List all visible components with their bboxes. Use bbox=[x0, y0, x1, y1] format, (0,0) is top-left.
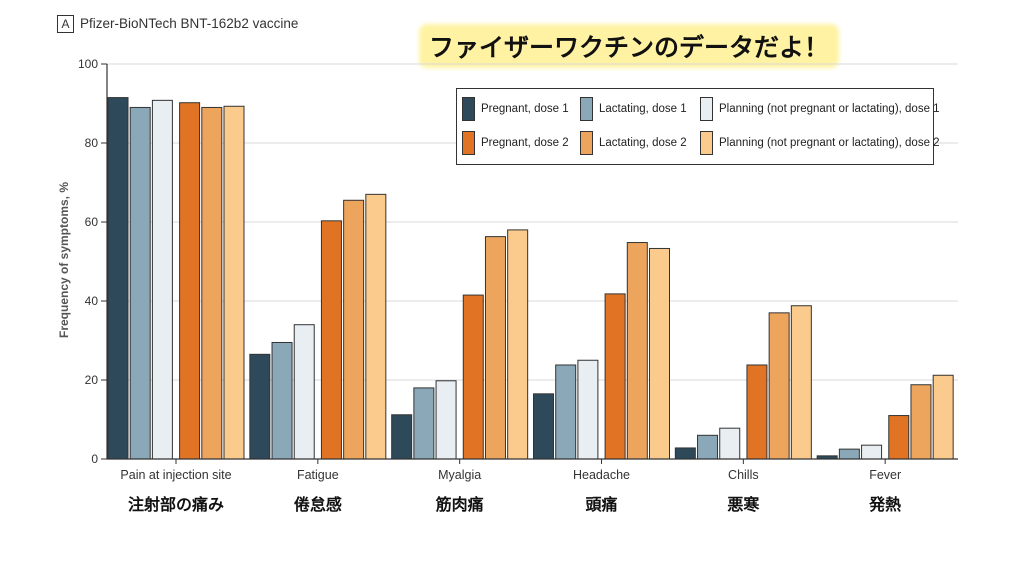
legend-swatch bbox=[700, 131, 713, 155]
x-tick-label: Fever bbox=[869, 468, 901, 482]
y-tick-label: 80 bbox=[85, 136, 99, 150]
legend-label: Pregnant, dose 2 bbox=[481, 137, 569, 149]
bar bbox=[151, 99, 173, 460]
bar bbox=[838, 448, 860, 460]
x-tick-label: Fatigue bbox=[297, 468, 339, 482]
x-tick-label-ja: 倦怠感 bbox=[294, 495, 342, 514]
legend-swatch bbox=[462, 97, 475, 121]
legend-swatch bbox=[580, 131, 593, 155]
bar bbox=[365, 193, 387, 460]
bar bbox=[391, 414, 413, 460]
bar bbox=[577, 359, 599, 460]
banner-caption: ファイザーワクチンのデータだよ！ bbox=[423, 28, 836, 64]
x-tick-label: Headache bbox=[573, 468, 630, 482]
bar bbox=[129, 106, 151, 460]
x-tick-label-ja: 発熱 bbox=[868, 495, 901, 514]
axes: 0 20 40 60 80 100 Pain at injection site 注射部の痛み… bbox=[78, 57, 958, 514]
bar bbox=[888, 415, 910, 460]
bar bbox=[249, 353, 271, 460]
bar bbox=[768, 312, 790, 460]
bar bbox=[697, 434, 719, 460]
legend-swatch bbox=[700, 97, 713, 121]
legend-label: Lactating, dose 1 bbox=[599, 103, 687, 115]
legend-label: Planning (not pregnant or lactating), do… bbox=[719, 137, 940, 149]
x-tick-label: Pain at injection site bbox=[120, 468, 231, 482]
x-tick-label-ja: 筋肉痛 bbox=[435, 495, 484, 514]
bar bbox=[223, 105, 245, 460]
x-tick-label: Chills bbox=[728, 468, 759, 482]
legend-label: Lactating, dose 2 bbox=[599, 137, 687, 149]
x-tick-label-ja: 悪寒 bbox=[727, 495, 760, 514]
bar bbox=[201, 106, 223, 460]
y-axis-label: Frequency of symptoms, % bbox=[57, 182, 71, 338]
legend: Pregnant, dose 1 Lactating, dose 1 Plannin… bbox=[456, 88, 940, 165]
bar bbox=[507, 229, 529, 460]
panel-label: A bbox=[57, 15, 74, 33]
legend-item: Lactating, dose 2 bbox=[580, 131, 687, 155]
bar bbox=[790, 305, 812, 460]
bar bbox=[649, 247, 670, 460]
bar bbox=[320, 220, 342, 460]
bar bbox=[271, 341, 293, 460]
x-tick-label: Myalgia bbox=[438, 468, 481, 482]
bar bbox=[533, 393, 554, 460]
legend-swatch bbox=[462, 131, 475, 155]
bar bbox=[719, 427, 741, 460]
bar bbox=[746, 364, 768, 460]
legend-item: Pregnant, dose 1 bbox=[462, 97, 569, 121]
legend-item: Planning (not pregnant or lactating), do… bbox=[700, 97, 940, 121]
bar bbox=[435, 380, 457, 460]
y-tick-label: 40 bbox=[85, 294, 99, 308]
legend-swatch bbox=[580, 97, 593, 121]
bar bbox=[343, 199, 365, 460]
bar bbox=[413, 387, 435, 460]
bar bbox=[861, 444, 883, 460]
y-tick-label: 60 bbox=[85, 215, 99, 229]
x-tick-label-ja: 注射部の痛み bbox=[128, 495, 224, 514]
bar bbox=[293, 324, 315, 460]
legend-label: Pregnant, dose 1 bbox=[481, 103, 569, 115]
bar bbox=[932, 374, 954, 460]
legend-item: Pregnant, dose 2 bbox=[462, 131, 569, 155]
bar bbox=[484, 236, 506, 460]
bar bbox=[626, 242, 648, 460]
legend-item: Planning (not pregnant or lactating), do… bbox=[700, 131, 940, 155]
bar bbox=[674, 447, 696, 460]
bars bbox=[107, 97, 954, 460]
bar bbox=[462, 294, 484, 460]
y-tick-label: 100 bbox=[78, 57, 98, 71]
y-tick-label: 20 bbox=[85, 373, 99, 387]
legend-item: Lactating, dose 1 bbox=[580, 97, 687, 121]
x-tick-label-ja: 頭痛 bbox=[585, 495, 617, 514]
bar bbox=[107, 97, 129, 460]
bar bbox=[910, 384, 932, 460]
y-tick-label: 0 bbox=[91, 452, 98, 466]
bar bbox=[555, 364, 577, 460]
legend-label: Planning (not pregnant or lactating), do… bbox=[719, 103, 940, 115]
chart-title: Pfizer-BioNTech BNT-162b2 vaccine bbox=[80, 16, 299, 31]
bar bbox=[179, 102, 201, 460]
bar bbox=[604, 293, 626, 460]
